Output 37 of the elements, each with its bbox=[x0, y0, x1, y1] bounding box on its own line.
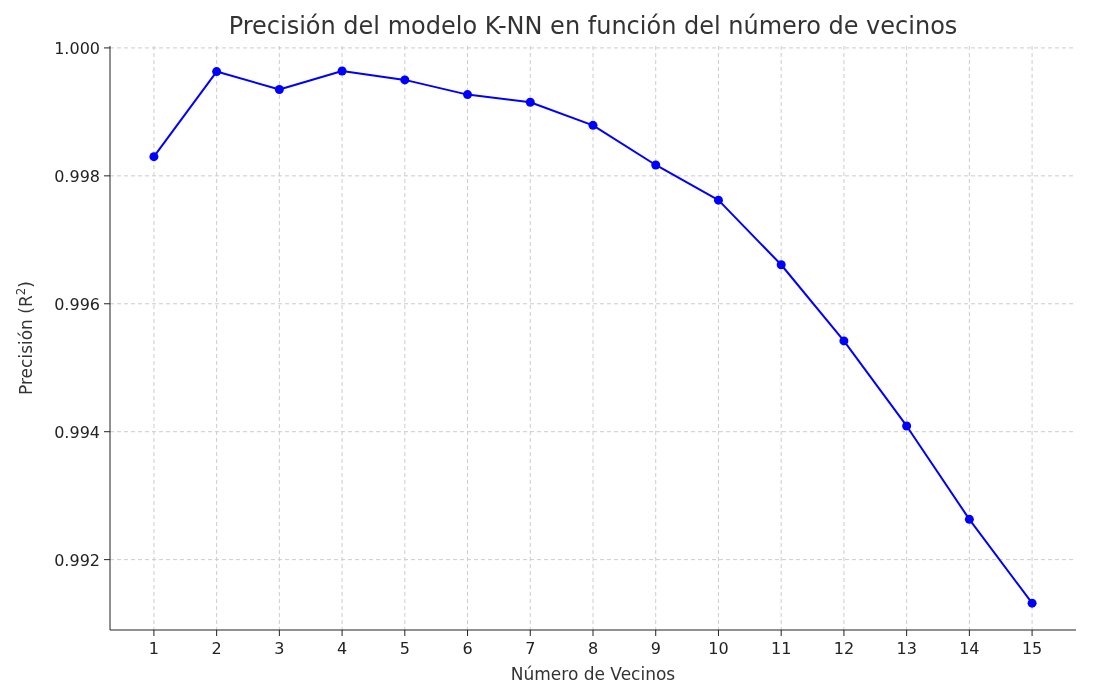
point bbox=[651, 160, 661, 170]
x-tick-label: 3 bbox=[274, 639, 285, 658]
x-axis-title: Número de Vecinos bbox=[510, 664, 676, 684]
x-tick-label: 5 bbox=[399, 639, 410, 658]
x-tick-label: 2 bbox=[211, 639, 222, 658]
point bbox=[964, 514, 974, 524]
point bbox=[902, 421, 912, 431]
point bbox=[337, 66, 347, 76]
point bbox=[713, 195, 723, 205]
point bbox=[463, 90, 473, 100]
point bbox=[839, 336, 849, 346]
y-tick-label: 0.998 bbox=[54, 166, 100, 186]
point bbox=[588, 120, 598, 130]
x-tick-label: 12 bbox=[833, 639, 855, 658]
x-tick-label: 1 bbox=[148, 639, 159, 658]
x-tick-label: 13 bbox=[896, 639, 917, 658]
y-tick-label: 0.996 bbox=[54, 294, 100, 314]
point bbox=[525, 97, 535, 107]
x-tick-label: 15 bbox=[1021, 639, 1043, 658]
x-tick-label: 7 bbox=[525, 639, 536, 658]
x-tick-label: 14 bbox=[959, 639, 980, 658]
x-tick-label: 6 bbox=[462, 639, 473, 658]
x-tick-label: 11 bbox=[771, 639, 792, 658]
y-tick-label: 1.000 bbox=[54, 38, 100, 58]
y-tick-label: 0.992 bbox=[54, 550, 100, 570]
point bbox=[212, 67, 222, 77]
point bbox=[149, 152, 159, 162]
x-tick-label: 10 bbox=[708, 639, 729, 658]
point bbox=[1027, 598, 1037, 608]
y-tick-label: 0.994 bbox=[54, 422, 100, 442]
x-tick-label: 9 bbox=[650, 639, 661, 658]
x-tick-label: 4 bbox=[337, 639, 348, 658]
chart-title: Precisión del modelo K-NN en función del número de vecinos bbox=[228, 12, 958, 40]
point bbox=[776, 260, 786, 270]
point bbox=[274, 85, 284, 94]
x-tick-label: 8 bbox=[587, 639, 599, 658]
point bbox=[400, 75, 410, 85]
